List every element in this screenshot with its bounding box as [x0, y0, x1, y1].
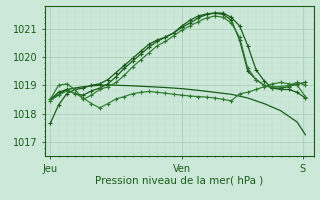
X-axis label: Pression niveau de la mer( hPa ): Pression niveau de la mer( hPa ) — [95, 175, 263, 185]
